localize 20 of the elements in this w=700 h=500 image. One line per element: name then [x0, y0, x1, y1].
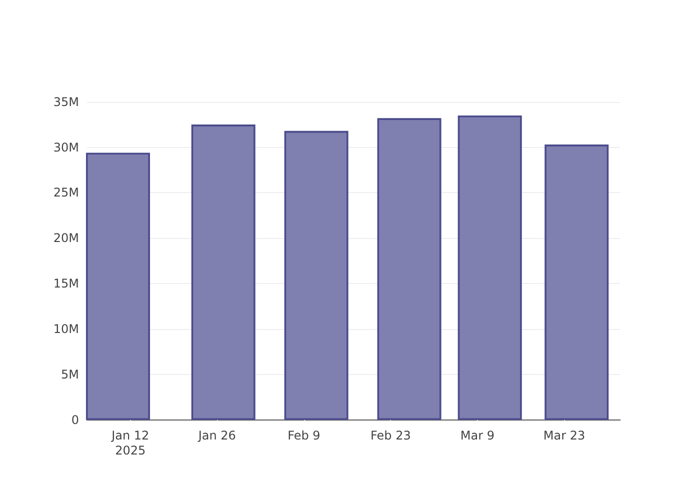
y-tick-label: 35M — [53, 94, 79, 109]
bar — [544, 144, 609, 420]
bar — [377, 118, 442, 420]
x-tick-label: Jan 26 — [197, 428, 236, 442]
bar — [191, 124, 256, 420]
y-tick-label: 10M — [53, 322, 79, 336]
y-tick-label: 5M — [61, 368, 79, 382]
bar — [86, 152, 150, 420]
x-tick-label: Mar 23 — [543, 428, 586, 442]
bar — [284, 130, 348, 420]
x-tick-label: Feb 9 — [288, 428, 320, 442]
y-tick-label: 0 — [71, 413, 79, 427]
y-tick-label: 25M — [53, 186, 79, 200]
x-tick-label: Feb 23 — [370, 428, 411, 442]
y-tick-label: 20M — [53, 231, 79, 246]
y-tick-label: 30M — [53, 140, 79, 154]
y-tick-label: 15M — [53, 276, 79, 291]
x-tick-label: Mar 9 — [460, 428, 494, 442]
bar — [458, 115, 522, 420]
x-tick-label: Jan 12 2025 — [110, 428, 150, 458]
